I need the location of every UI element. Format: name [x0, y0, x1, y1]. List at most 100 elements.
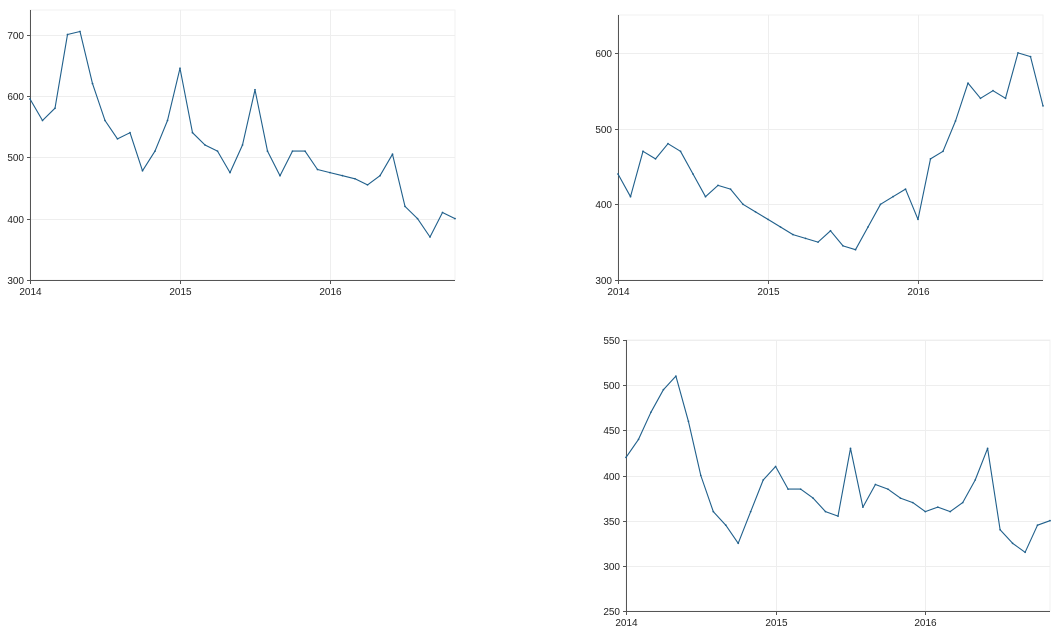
chart1-data-point — [116, 138, 119, 140]
chart1-data-point — [191, 131, 194, 134]
chart2-data-point — [967, 82, 969, 84]
chart3-data-point — [637, 438, 640, 441]
chart1-y-tick-label: 700 — [7, 31, 24, 42]
chart3-data-point — [924, 510, 927, 513]
chart3-data-point — [999, 528, 1001, 531]
chart3-data-point — [737, 542, 740, 545]
chart3-x-tick-label: 2016 — [914, 618, 937, 629]
chart1-data-point — [291, 150, 294, 153]
chart2-data-point — [704, 195, 707, 198]
chart3-data-point — [1024, 551, 1026, 554]
chart1-data-point — [154, 150, 156, 153]
chart3-data-point — [874, 483, 877, 486]
chart2-data-point — [1004, 97, 1007, 100]
chart3-y-tick-label: 300 — [603, 562, 620, 573]
chart3-y-tick-label: 450 — [603, 426, 620, 437]
chart3-data-point — [699, 474, 702, 477]
chart1-data-point — [66, 33, 69, 36]
chart1-x-tick-label: 2015 — [169, 287, 192, 298]
chart2-data-point — [992, 89, 994, 92]
chart2-data-point — [854, 248, 857, 251]
chart1-data-point — [204, 144, 206, 146]
chart3-y-tick-label: 350 — [603, 517, 620, 528]
chart1-data-point — [54, 107, 56, 110]
chart3-data-point — [911, 501, 914, 504]
chart3-data-point — [625, 456, 627, 459]
chart3-data-point — [899, 497, 902, 499]
chart3-data-point — [862, 506, 864, 508]
chart3-y-tick-label: 550 — [603, 336, 620, 347]
chart1-data-point — [216, 150, 219, 153]
chart2-data-point — [629, 195, 632, 198]
chart3-data-point — [712, 510, 715, 513]
chart3-data-point — [662, 388, 665, 391]
chart2-y-tick-label: 500 — [595, 125, 612, 136]
chart2-data-point — [617, 173, 619, 175]
chart2-x-tick-label: 2014 — [607, 287, 630, 298]
chart1-x-tick-label: 2014 — [19, 287, 42, 298]
chart1-data-point — [329, 171, 331, 174]
chart2-data-point — [942, 150, 944, 153]
chart1-data-point — [91, 82, 94, 85]
chart3-data-point — [949, 510, 952, 513]
chart2-x-tick-label: 2016 — [907, 287, 930, 298]
chart1-y-tick-label: 300 — [7, 276, 24, 287]
chart3-x-tick-label: 2015 — [765, 618, 788, 629]
chart3-plot-area — [625, 339, 1051, 612]
chart3-data-point — [762, 479, 765, 481]
chart1-data-point — [304, 150, 306, 153]
chart1-y-tick-label: 500 — [7, 153, 24, 164]
chart2-data-point — [667, 142, 669, 145]
chart3-data-point — [1011, 542, 1014, 545]
chart1-data-point — [179, 67, 181, 70]
chart1-data-point — [354, 177, 356, 180]
chart1-data-point — [441, 211, 444, 214]
chart3-x-tick-label: 2014 — [615, 618, 638, 629]
chart3-data-point — [774, 465, 777, 468]
chart3-data-point — [961, 501, 964, 504]
chart2-data-point — [679, 150, 682, 153]
chart2-data-point — [879, 203, 882, 206]
chart1-data-point — [241, 144, 244, 146]
chart3-data-point — [749, 510, 752, 513]
chart1-data-point — [129, 131, 131, 134]
chart2-data-point — [979, 97, 982, 100]
chart1-data-point — [454, 217, 456, 220]
chart1-data-point — [279, 174, 281, 177]
chart1-data-point — [254, 88, 256, 91]
chart2-data-point — [1042, 105, 1044, 107]
chart3-data-point — [1036, 524, 1039, 527]
chart3-data-point — [936, 506, 939, 508]
chart3-data-point — [986, 447, 989, 450]
chart3-data-point — [887, 488, 889, 490]
chart2-data-point — [929, 158, 932, 160]
chart1-data-point — [229, 171, 231, 174]
chart2-data-point — [742, 203, 744, 206]
chart2-x-tick-label: 2015 — [757, 287, 780, 298]
chart2-data-point — [792, 233, 794, 236]
chart2-data-point — [904, 188, 907, 191]
chart2-data-point — [917, 218, 919, 221]
chart2-data-point — [642, 150, 644, 153]
chart2-data-point — [754, 211, 757, 213]
chart2-data-point — [717, 184, 719, 187]
chart1-data-point — [379, 174, 381, 177]
chart3-data-point — [687, 420, 690, 423]
chart1-data-point — [104, 119, 106, 122]
chart1-data-point — [29, 98, 31, 100]
chart3-series-line — [625, 375, 1051, 553]
chart2-y-tick-label: 600 — [595, 49, 612, 60]
chart2-data-point — [729, 188, 732, 191]
chart3-data-point — [849, 447, 852, 450]
chart1-data-point — [41, 119, 44, 122]
chart2-series-line — [617, 52, 1044, 251]
chart2-data-point — [767, 218, 769, 221]
chart1-data-point — [79, 30, 81, 33]
chart2-data-point — [692, 173, 694, 175]
chart1-data-point — [316, 168, 319, 171]
chart2-data-point — [779, 226, 782, 228]
chart3-y-tick-label: 250 — [603, 607, 620, 618]
chart2-y-tick-label: 400 — [595, 200, 612, 211]
chart2-plot-area — [617, 14, 1044, 281]
chart3-data-point — [974, 479, 977, 481]
